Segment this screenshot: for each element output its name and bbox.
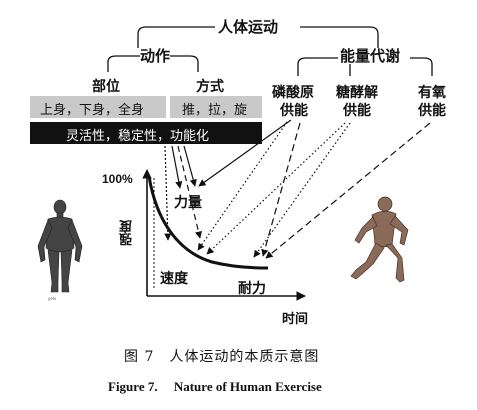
root-label: 人体运动 — [218, 18, 279, 36]
curve-endurance-label: 耐力 — [238, 281, 266, 297]
arrow-links — [164, 119, 431, 259]
caption-chinese: 图 7 人体运动的本质示意图 — [124, 349, 320, 365]
intensity-curve — [147, 175, 269, 270]
mode-values-box — [170, 96, 262, 118]
qualities-text: 灵活性，稳定性，功能化 — [66, 129, 210, 144]
qualities-box — [30, 122, 262, 144]
branch-action-label: 动作 — [140, 47, 171, 65]
curve-speed-label: 速度 — [160, 271, 188, 287]
figure-watermark-text: yelv — [48, 296, 57, 301]
x-axis-label: 时间 — [282, 312, 309, 327]
energy-aerobic-line1: 有氧 — [418, 85, 446, 101]
energy-glycolysis-line2: 供能 — [343, 103, 371, 119]
action-part-label: 部位 — [92, 79, 120, 95]
chart-axes — [142, 169, 306, 301]
energy-phosphagen-line1: 磷酸原 — [272, 85, 314, 101]
caption-english: Figure 7. Nature of Human Exercise — [108, 379, 322, 394]
energy-glycolysis-line1: 糖酵解 — [336, 85, 378, 101]
action-mode-label: 方式 — [196, 79, 224, 95]
standing-anatomy-figure-icon — [37, 199, 83, 293]
mode-values-text: 推，拉，旋 — [182, 103, 248, 118]
energy-phosphagen-line2: 供能 — [280, 103, 308, 119]
tree-connectors — [107, 26, 433, 76]
part-values-box — [30, 96, 166, 118]
running-anatomy-figure-icon — [350, 196, 409, 283]
curve-strength-label: 力量 — [174, 195, 202, 211]
part-values-text: 上身，下身，全身 — [40, 103, 145, 118]
branch-energy-label: 能量代谢 — [340, 47, 401, 65]
y-axis-label: 强度 — [120, 220, 135, 246]
y-max-label: 100% — [102, 172, 133, 186]
energy-aerobic-line2: 供能 — [418, 103, 446, 119]
